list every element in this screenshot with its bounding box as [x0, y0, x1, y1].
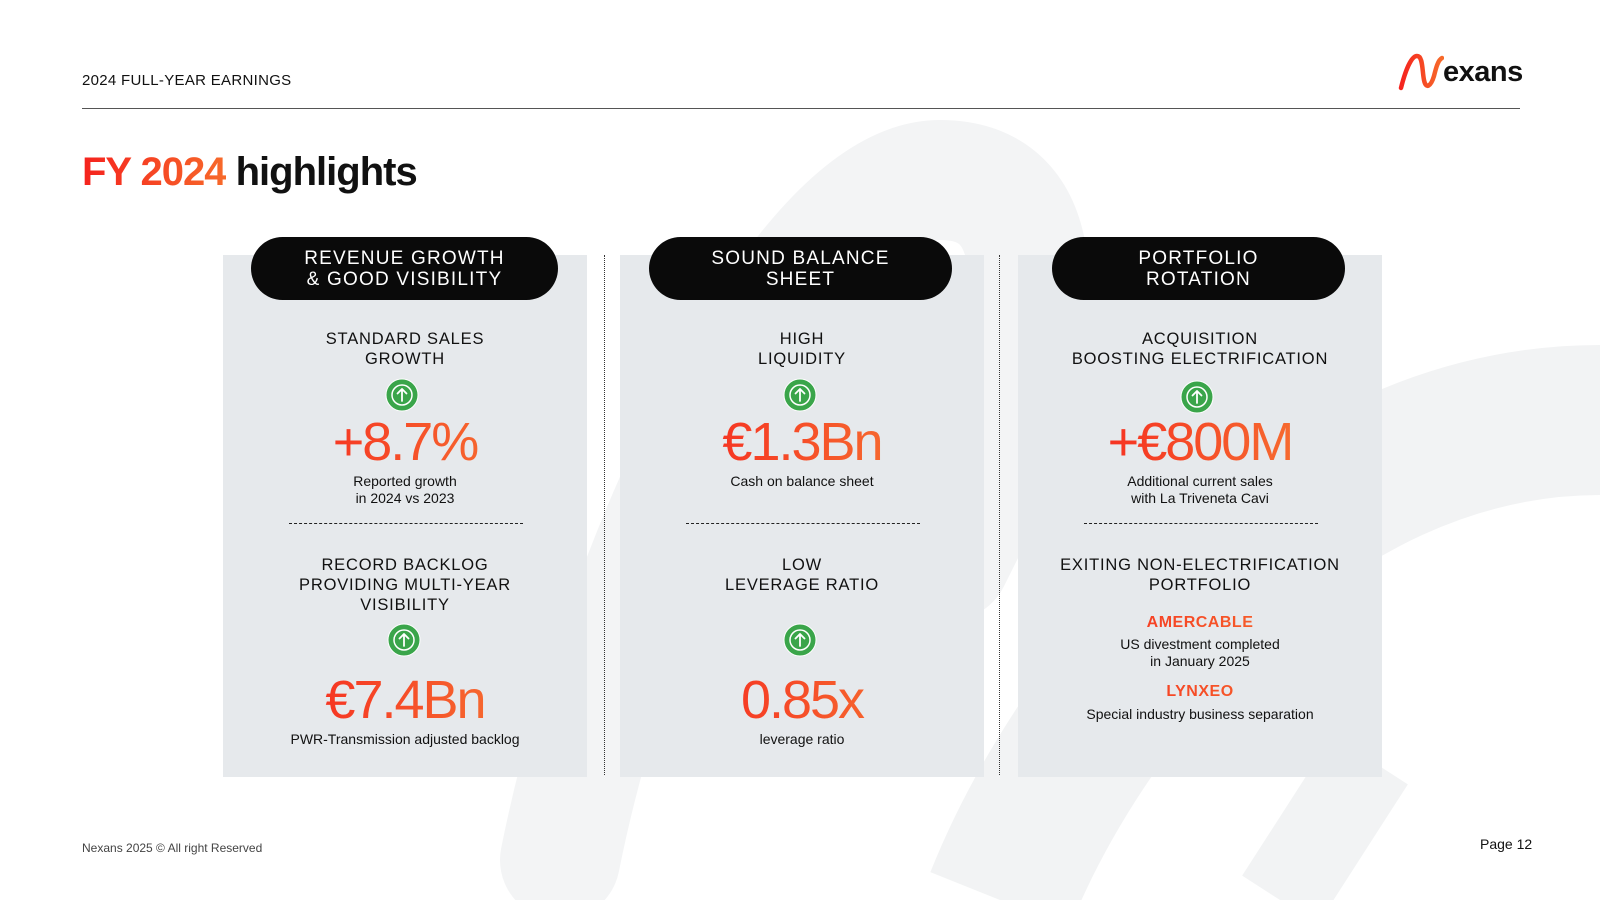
amercable-caption: US divestment completed in January 2025: [1120, 636, 1280, 669]
nexans-logo-mark-icon: [1398, 53, 1444, 91]
page-title: FY 2024 highlights: [82, 150, 418, 195]
section-divider: [1084, 523, 1318, 524]
amercable-label: AMERCABLE: [1018, 614, 1382, 632]
backlog-value: €7.4Bn: [223, 672, 587, 728]
arrow-up-circle-icon: [387, 623, 421, 657]
panel-balance: [620, 255, 984, 777]
arrow-up-circle-icon: [1180, 380, 1214, 414]
acquisition-heading: ACQUISITION BOOSTING ELECTRIFICATION: [1071, 330, 1329, 368]
sales-growth-value: +8.7%: [223, 414, 587, 470]
pill-revenue-growth: REVENUE GROWTH & GOOD VISIBILITY: [251, 237, 558, 300]
nexans-logo: exans: [1398, 52, 1523, 92]
arrow-up-circle-icon: [385, 378, 419, 412]
backlog-caption: PWR-Transmission adjusted backlog: [290, 731, 520, 747]
column-separator: [604, 255, 605, 775]
panel-portfolio: [1018, 255, 1382, 777]
column-revenue: STANDARD SALES GROWTH +8.7% Reported grow…: [223, 0, 587, 900]
sales-growth-caption: Reported growth in 2024 vs 2023: [353, 473, 457, 506]
exiting-non-electrification-heading: EXITING NON-ELECTRIFICATION PORTFOLIO: [1060, 556, 1340, 594]
liquidity-caption: Cash on balance sheet: [730, 473, 874, 489]
leverage-value: 0.85x: [620, 672, 984, 728]
arrow-up-circle-icon: [783, 623, 817, 657]
lynxeo-label: LYNXEO: [1018, 683, 1382, 701]
acquisition-value: +€800M: [1018, 414, 1382, 470]
record-backlog-heading: RECORD BACKLOG PROVIDING MULTI-YEAR VISIBI…: [299, 556, 511, 614]
column-separator: [999, 255, 1000, 775]
lynxeo-caption: Special industry business separation: [1086, 706, 1314, 722]
logo-wordmark: exans: [1443, 56, 1523, 88]
title-rest: highlights: [235, 150, 418, 194]
title-accent: FY 2024: [82, 150, 226, 194]
panel-revenue: [223, 255, 587, 777]
section-divider: [686, 523, 920, 524]
header-label: 2024 FULL-YEAR EARNINGS: [82, 72, 292, 89]
liquidity-value: €1.3Bn: [620, 414, 984, 470]
footer-copyright: Nexans 2025 © All right Reserved: [82, 841, 263, 855]
column-portfolio: ACQUISITION BOOSTING ELECTRIFICATION +€80…: [1018, 0, 1382, 900]
page-number: Page 12: [1480, 836, 1533, 852]
arrow-up-circle-icon: [783, 378, 817, 412]
standard-sales-growth-heading: STANDARD SALES GROWTH: [325, 330, 485, 368]
pill-sound-balance-sheet: SOUND BALANCE SHEET: [649, 237, 952, 300]
header-divider: [82, 108, 1520, 109]
section-divider: [289, 523, 523, 524]
leverage-caption: leverage ratio: [759, 731, 845, 747]
acquisition-caption: Additional current sales with La Trivenet…: [1127, 473, 1273, 506]
pill-portfolio-rotation: PORTFOLIO ROTATION: [1052, 237, 1345, 300]
column-balance-sheet: HIGH LIQUIDITY €1.3Bn Cash on balance she…: [620, 0, 984, 900]
low-leverage-heading: LOW LEVERAGE RATIO: [725, 556, 879, 594]
high-liquidity-heading: HIGH LIQUIDITY: [758, 330, 846, 368]
